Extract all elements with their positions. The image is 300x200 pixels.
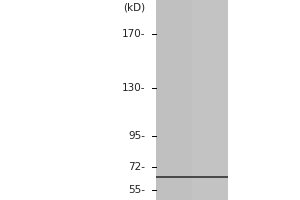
Text: 130-: 130-	[122, 83, 146, 93]
Bar	[156, 176, 228, 178]
Text: 55-: 55-	[128, 185, 146, 195]
Bar	[156, 0, 228, 200]
Text: 170-: 170-	[122, 29, 146, 39]
Text: 72-: 72-	[128, 162, 146, 172]
Bar	[192, 0, 228, 200]
Text: (kD): (kD)	[123, 3, 146, 13]
Text: 95-: 95-	[128, 131, 146, 141]
